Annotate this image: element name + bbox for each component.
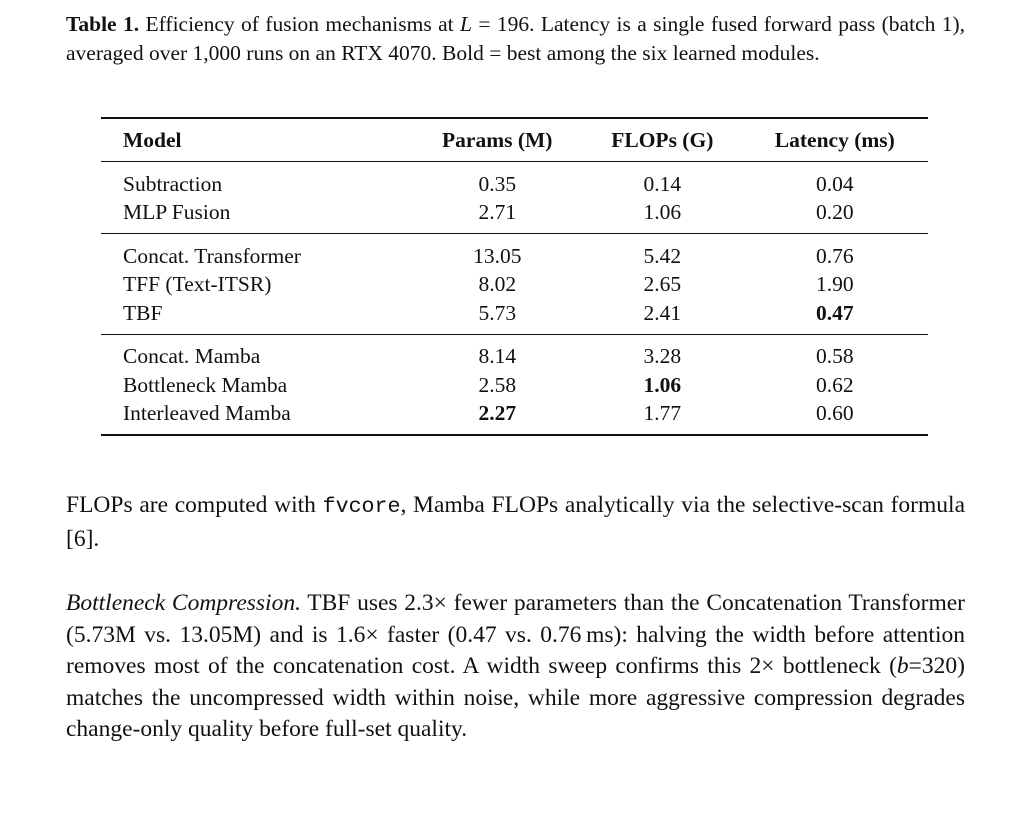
table-cell: 13.05 [473,243,522,268]
table-cell: 1.06 [643,200,682,225]
table-row: MLP Fusion 2.71 1.06 0.20 [101,199,928,234]
table-header: Model Params (M) FLOPs (G) Latency (ms) [101,118,928,162]
table-caption: Table 1. Efficiency of fusion mechanisms… [66,10,965,67]
caption-label: Table 1. [66,12,140,36]
table-cell: 2.41 [643,300,682,325]
table-cell: 0.62 [815,372,854,397]
table-cell: 8.02 [478,272,517,297]
table-cell: 1.90 [815,272,854,297]
text-run: b [896,653,909,679]
table-row: Bottleneck Mamba 2.58 1.06 0.62 [101,371,928,400]
table-cell: 0.04 [815,171,854,196]
table-row: Subtraction 0.35 0.14 0.04 [101,162,928,199]
table-cell: 5.73 [478,300,517,325]
table-body: Subtraction 0.35 0.14 0.04 MLP Fusion 2.71 1.0… [101,162,928,435]
table-cell: 2.27 [478,401,517,426]
table-cell: 2.65 [643,272,682,297]
table-cell: 8.14 [478,344,517,369]
table-cell: Concat. Transformer [123,243,301,268]
table-cell: 1.06 [643,372,682,397]
column-header: Model [123,127,182,152]
table-cell: 2.58 [478,372,517,397]
text-run: fvcore [322,495,401,519]
table-cell: 0.35 [478,171,517,196]
table-cell: Concat. Mamba [123,344,261,369]
table-cell: 0.47 [815,300,854,325]
table-row: Concat. Transformer 13.05 5.42 0.76 [101,233,928,271]
table-cell: MLP Fusion [123,200,231,225]
table-cell: Bottleneck Mamba [123,372,288,397]
text-run: L [460,12,472,36]
text-run: , Mamba FLOPs analytically via the selec… [66,492,965,552]
paragraph: FLOPs are computed with fvcore, Mamba FL… [66,490,965,555]
column-header: Latency (ms) [774,127,895,152]
table-cell: 5.42 [643,243,682,268]
table-cell: Interleaved Mamba [123,401,291,426]
text-run: Bottleneck Compression. [66,590,301,616]
header-row: Model Params (M) FLOPs (G) Latency (ms) [101,118,928,162]
table-cell: TBF [123,300,163,325]
table-cell: Subtraction [123,171,223,196]
text-run: TBF uses 2.3× fewer parameters than the … [66,590,965,679]
text-run: FLOPs are computed with [66,492,323,518]
column-header: Params (M) [442,127,553,152]
table-row: TFF (Text-ITSR) 8.02 2.65 1.90 [101,271,928,300]
table-cell: 0.14 [643,171,682,196]
table-cell: 2.71 [478,200,517,225]
table-cell: TFF (Text-ITSR) [123,272,272,297]
table-cell: 3.28 [643,344,682,369]
text-run: Efficiency of fusion mechanisms at [145,12,460,36]
table-cell: 1.77 [643,401,682,426]
table-cell: 0.60 [815,401,854,426]
column-header: FLOPs (G) [611,127,714,152]
table-row: TBF 5.73 2.41 0.47 [101,299,928,334]
table-cell: 0.76 [815,243,854,268]
paragraph: Bottleneck Compression. TBF uses 2.3× fe… [66,588,965,746]
table-cell: 0.20 [815,200,854,225]
text-run: = 196. Latency is a single fused forward… [66,12,966,65]
table-row: Interleaved Mamba 2.27 1.77 0.60 [101,400,928,435]
table: Model Params (M) FLOPs (G) Latency (ms) Sub… [101,117,928,436]
table-cell: 0.58 [815,344,854,369]
text-run: =320) matches the uncompressed width wit… [66,653,965,742]
table-row: Concat. Mamba 8.14 3.28 0.58 [101,334,928,371]
